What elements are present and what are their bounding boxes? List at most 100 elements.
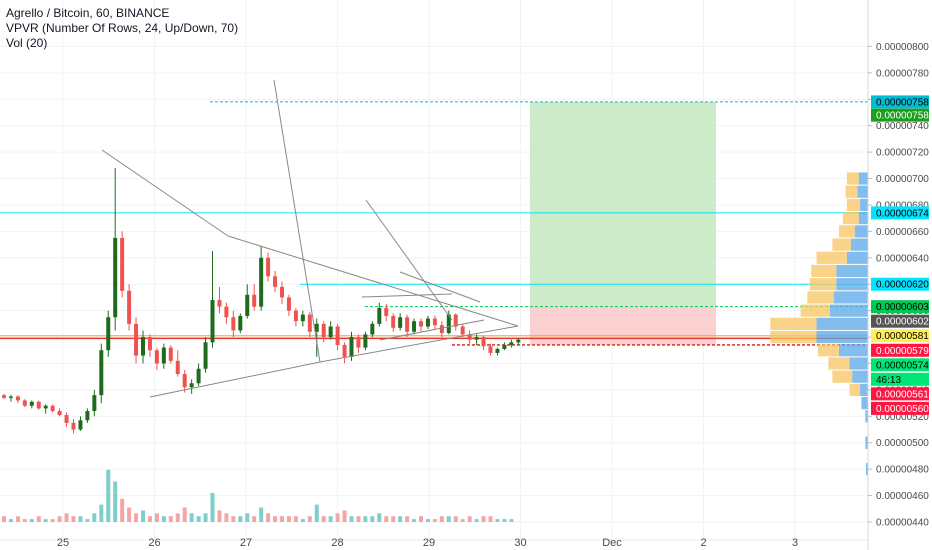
vp-up-bar bbox=[865, 410, 868, 423]
volume-bar bbox=[147, 516, 152, 522]
candle-body bbox=[175, 360, 180, 375]
y-tick-label: 0.00000520 bbox=[876, 412, 929, 423]
volume-bar bbox=[43, 519, 48, 522]
volume-bar bbox=[175, 513, 180, 522]
volume-bar bbox=[78, 516, 83, 522]
volume-bar bbox=[120, 498, 125, 522]
volume-profile bbox=[770, 172, 868, 476]
candle-body bbox=[314, 323, 319, 332]
vp-down-bar bbox=[832, 370, 853, 383]
vp-down-bar bbox=[811, 264, 837, 278]
volume-bar bbox=[182, 507, 187, 522]
candle-body bbox=[154, 350, 159, 364]
price-tag-label: 0.00000603 bbox=[876, 302, 929, 313]
volume-bar bbox=[286, 516, 291, 522]
candle-body bbox=[502, 344, 507, 349]
candle-body bbox=[224, 306, 229, 318]
price-tag-label: 0.00000574 bbox=[876, 360, 929, 371]
volume-bars bbox=[2, 469, 514, 522]
vp-down-bar bbox=[828, 357, 850, 370]
vp-up-bar bbox=[816, 317, 868, 330]
candle-body bbox=[439, 325, 444, 334]
candle-body bbox=[22, 400, 27, 406]
volume-bar bbox=[481, 516, 486, 522]
vp-up-bar bbox=[860, 383, 868, 396]
candle-body bbox=[259, 257, 264, 307]
price-tag-bg bbox=[871, 95, 929, 109]
trend-line bbox=[227, 235, 519, 327]
vp-down-bar bbox=[842, 212, 859, 225]
candle-body bbox=[106, 317, 111, 351]
volume-bar bbox=[314, 504, 319, 522]
vp-up-bar bbox=[854, 225, 868, 238]
price-tag-bg bbox=[871, 300, 929, 314]
candle-body bbox=[307, 314, 312, 332]
candle-body bbox=[78, 420, 83, 430]
y-tick-label: 0.00000460 bbox=[876, 491, 929, 502]
candle-body bbox=[405, 317, 410, 332]
volume-bar bbox=[300, 519, 305, 522]
vp-down-bar bbox=[770, 330, 817, 344]
candle-body bbox=[238, 315, 243, 331]
candle-body bbox=[273, 276, 278, 287]
candle-body bbox=[120, 237, 125, 291]
vp-up-bar bbox=[846, 251, 868, 264]
y-tick-label: 0.00000720 bbox=[876, 148, 929, 159]
trend-line bbox=[273, 79, 321, 363]
candle-body bbox=[147, 337, 152, 351]
vp-up-bar bbox=[852, 370, 868, 383]
price-tag-label: 0.00000758 bbox=[876, 111, 929, 122]
candle-body bbox=[467, 334, 472, 340]
price-tag-bg bbox=[871, 343, 929, 357]
vp-up-bar bbox=[865, 436, 868, 449]
vp-down-bar bbox=[809, 278, 837, 291]
vp-down-bar bbox=[807, 291, 834, 304]
volume-bar bbox=[321, 516, 326, 522]
price-tag-bg bbox=[871, 387, 929, 401]
vp-up-bar bbox=[833, 291, 868, 304]
volume-bar bbox=[412, 519, 417, 522]
volume-bar bbox=[266, 513, 271, 522]
vp-down-bar bbox=[845, 185, 858, 198]
volume-bar bbox=[405, 516, 410, 522]
vpvr-indicator-label: VPVR (Number Of Rows, 24, Up/Down, 70) bbox=[6, 21, 239, 35]
x-tick-label: 27 bbox=[240, 537, 252, 549]
volume-bar bbox=[224, 513, 229, 522]
candle-body bbox=[64, 414, 69, 423]
y-tick-label: 0.00000480 bbox=[876, 465, 929, 476]
x-tick-label: 30 bbox=[514, 537, 526, 549]
volume-bar bbox=[154, 513, 159, 522]
volume-bar bbox=[467, 516, 472, 522]
y-tick-label: 0.00000440 bbox=[876, 518, 929, 529]
candle-body bbox=[425, 318, 430, 327]
volume-bar bbox=[502, 519, 507, 522]
candle-body bbox=[363, 334, 368, 348]
y-tick-label: 0.00000700 bbox=[876, 174, 929, 185]
y-tick-label: 0.00000800 bbox=[876, 42, 929, 53]
volume-bar bbox=[377, 513, 382, 522]
candle-body bbox=[99, 350, 104, 396]
volume-bar bbox=[259, 507, 264, 522]
y-tick-label: 0.00000680 bbox=[876, 200, 929, 211]
candle-body bbox=[286, 297, 291, 311]
price-tag-label: 46:13 bbox=[876, 375, 901, 386]
volume-bar bbox=[134, 513, 139, 522]
volume-bar bbox=[36, 516, 41, 522]
volume-bar bbox=[15, 516, 20, 522]
volume-bar bbox=[446, 516, 451, 522]
trend-line bbox=[319, 325, 519, 363]
volume-bar bbox=[342, 510, 347, 522]
candle-body bbox=[217, 300, 222, 307]
candle-body bbox=[57, 411, 62, 415]
candle-body bbox=[189, 383, 194, 388]
volume-bar bbox=[57, 516, 62, 522]
vp-up-bar bbox=[836, 278, 868, 291]
volume-bar bbox=[29, 519, 34, 522]
volume-bar bbox=[92, 513, 97, 522]
y-tick-label: 0.00000660 bbox=[876, 227, 929, 238]
candle-body bbox=[300, 314, 305, 322]
candle-body bbox=[453, 314, 458, 327]
candle-body bbox=[342, 344, 347, 357]
price-tag-label: 0.00000758 bbox=[876, 97, 929, 108]
